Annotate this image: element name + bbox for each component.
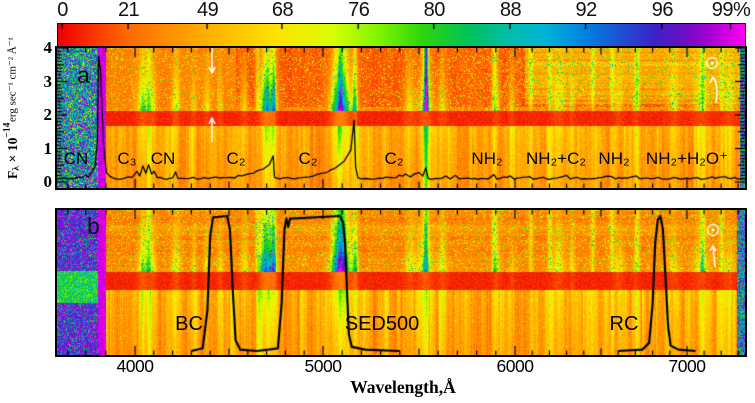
colorbar-gradient	[58, 24, 745, 46]
flux-tick-label: 1	[43, 138, 53, 158]
molecule-label: C₂	[226, 149, 246, 168]
colorbar	[57, 23, 746, 47]
filter-label-bc: BC	[175, 313, 203, 335]
filter-label-rc: RC	[609, 313, 639, 335]
molecule-label: NH₂+H₂O⁺	[645, 149, 729, 168]
molecule-label: C₃	[117, 149, 137, 168]
molecule-label: C₂	[384, 149, 404, 168]
panel-b-heatmap	[55, 208, 747, 357]
flux-tick-label: 2	[43, 105, 53, 124]
wavelength-tick-label: 6000	[496, 356, 534, 376]
colorbar-tick-label: 68	[271, 0, 294, 21]
colorbar-tick-label: 49	[196, 0, 219, 21]
molecule-label: NH₂	[471, 149, 503, 168]
molecule-label: CN	[150, 149, 176, 168]
wavelength-axis-title: Wavelength,Å	[350, 377, 456, 397]
flux-axis-symbol: Fλ×10−14	[2, 122, 22, 179]
filter-label-sed500: SED500	[344, 313, 420, 335]
molecule-label: NH₂	[598, 149, 630, 168]
molecule-label: NH₂+C₂	[526, 149, 586, 168]
colorbar-tick-label: 96	[651, 0, 674, 21]
panel-a-heatmap	[55, 46, 747, 190]
colorbar-tick-label: 92	[575, 0, 597, 21]
colorbar-tick-label: 21	[117, 0, 140, 21]
colorbar-tick-label: 76	[348, 0, 370, 21]
wavelength-tick-label: 4000	[116, 356, 154, 376]
molecule-label: CN	[63, 149, 89, 168]
flux-tick-label: 3	[43, 71, 53, 91]
flux-tick-label: 4	[43, 38, 53, 57]
wavelength-tick-label: 5000	[304, 356, 342, 376]
flux-axis-units: erg sec⁻¹ cm⁻² Å⁻¹	[6, 37, 19, 123]
panel-b-canvas	[57, 210, 745, 355]
panel-a-canvas	[57, 48, 745, 188]
colorbar-tick-label: 80	[423, 0, 446, 21]
panel-b-letter: b	[87, 213, 100, 239]
flux-axis-title: Fλ×10−14 erg sec⁻¹ cm⁻² Å⁻¹	[0, 22, 25, 194]
molecule-label: C₂	[298, 149, 318, 168]
colorbar-tick-label: 88	[499, 0, 522, 21]
panel-a-letter: a	[77, 62, 90, 88]
colorbar-tick-label: 99%	[711, 0, 751, 21]
colorbar-tick-label: 0	[57, 0, 68, 21]
flux-tick-label: 0	[43, 172, 53, 191]
wavelength-tick-label: 7000	[668, 356, 706, 376]
